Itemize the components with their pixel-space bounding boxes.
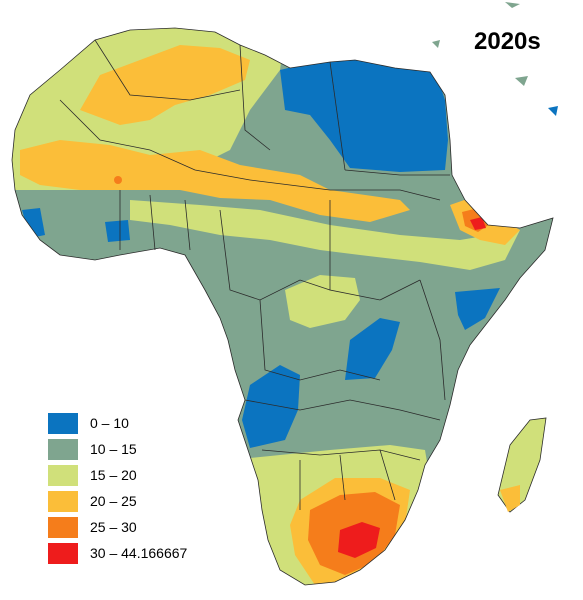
map-title: 2020s (474, 28, 541, 55)
legend-row-10-15: 10 – 15 (48, 438, 187, 460)
zone-0-10-kenya (455, 288, 500, 330)
zone-0-10-lakes (345, 318, 400, 380)
border-e1 (419, 279, 446, 401)
legend-swatch-0-10 (48, 412, 78, 434)
island-3 (548, 106, 558, 116)
zone-15-20-central (130, 200, 520, 270)
legend: 0 – 10 10 – 15 15 – 20 20 – 25 25 – 30 3… (48, 412, 187, 568)
border-n3 (329, 61, 346, 171)
island-1 (432, 40, 440, 48)
border-n5 (249, 179, 441, 201)
legend-label-20-25: 20 – 25 (90, 493, 137, 509)
zone-30-44-south (338, 522, 380, 558)
zone-15-20-congo (285, 275, 360, 328)
legend-row-0-10: 0 – 10 (48, 412, 187, 434)
zone-30-44-horn (470, 217, 486, 230)
border-n4 (59, 99, 251, 181)
legend-swatch-10-15 (48, 438, 78, 460)
legend-label-0-10: 0 – 10 (90, 415, 129, 431)
border-s3 (299, 449, 396, 510)
legend-row-15-20: 15 – 20 (48, 464, 187, 486)
zone-20-25-sahel (20, 140, 410, 222)
legend-swatch-25-30 (48, 516, 78, 538)
island-4 (505, 2, 520, 8)
legend-row-25-30: 25 – 30 (48, 516, 187, 538)
border-c2 (329, 200, 421, 301)
legend-swatch-15-20 (48, 464, 78, 486)
legend-label-30-44: 30 – 44.166667 (90, 545, 188, 561)
legend-label-10-15: 10 – 15 (90, 441, 137, 457)
zone-0-10-west (22, 208, 45, 238)
island-2 (515, 76, 528, 86)
legend-label-15-20: 15 – 20 (90, 467, 137, 483)
zone-0-10-ghana (105, 220, 130, 242)
zone-0-10-egypt (280, 58, 448, 172)
zone-0-10-angola (242, 365, 300, 448)
border-s1 (244, 399, 441, 421)
border-n6 (344, 169, 450, 176)
border-w1 (119, 190, 191, 251)
border-s2 (261, 449, 421, 461)
legend-row-30-44: 30 – 44.166667 (48, 542, 187, 564)
legend-swatch-30-44 (48, 542, 78, 564)
border-n1 (94, 39, 241, 101)
border-n2 (239, 44, 271, 151)
country-borders (11, 27, 554, 586)
border-c3 (259, 299, 381, 381)
madagascar-south-zone (500, 485, 520, 512)
legend-row-20-25: 20 – 25 (48, 490, 187, 512)
legend-swatch-20-25 (48, 490, 78, 512)
legend-label-25-30: 25 – 30 (90, 519, 137, 535)
zone-25-30-dot (114, 176, 122, 184)
zone-20-25-north (80, 45, 250, 125)
